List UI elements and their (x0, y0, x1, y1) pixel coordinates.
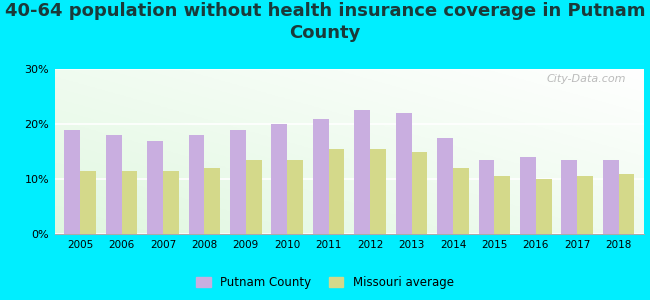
Bar (246, 160, 261, 234)
Bar (619, 173, 634, 234)
Bar (520, 157, 536, 234)
Bar (396, 113, 411, 234)
Text: 40-64 population without health insurance coverage in Putnam
County: 40-64 population without health insuranc… (5, 2, 645, 42)
Bar (188, 135, 204, 234)
Bar (204, 168, 220, 234)
Bar (437, 138, 453, 234)
Bar (354, 110, 370, 234)
Bar (329, 149, 344, 234)
Bar (495, 176, 510, 234)
Bar (536, 179, 552, 234)
Bar (313, 118, 329, 234)
Bar (287, 160, 303, 234)
Bar (603, 160, 619, 234)
Bar (478, 160, 495, 234)
Bar (562, 160, 577, 234)
Bar (147, 140, 163, 234)
Bar (106, 135, 122, 234)
Bar (230, 130, 246, 234)
Text: City-Data.com: City-Data.com (547, 74, 626, 84)
Bar (272, 124, 287, 234)
Bar (80, 171, 96, 234)
Bar (64, 130, 80, 234)
Bar (122, 171, 137, 234)
Bar (163, 171, 179, 234)
Bar (411, 152, 427, 234)
Bar (453, 168, 469, 234)
Bar (577, 176, 593, 234)
Bar (370, 149, 386, 234)
Legend: Putnam County, Missouri average: Putnam County, Missouri average (192, 272, 458, 294)
